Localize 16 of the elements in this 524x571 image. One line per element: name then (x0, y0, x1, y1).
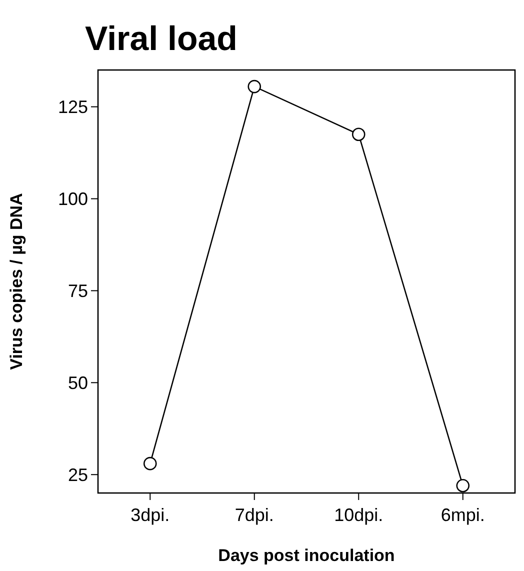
chart-title: Viral load (85, 20, 238, 58)
y-tick-label: 75 (68, 280, 88, 301)
y-axis-title: Virus copies / µg DNA (7, 193, 26, 370)
y-tick-label: 25 (68, 464, 88, 485)
x-tick-label: 10dpi. (334, 505, 384, 525)
x-tick-label: 3dpi. (130, 505, 170, 525)
point (352, 128, 366, 142)
point (143, 456, 157, 470)
x-axis-title: Days post inoculation (218, 546, 395, 565)
y-tick-label: 100 (58, 189, 88, 210)
x-tick-label: 7dpi. (234, 505, 274, 525)
x-tick-label: 6mpi. (440, 505, 485, 525)
point (248, 80, 262, 94)
y-tick-label: 50 (68, 372, 88, 393)
point (456, 478, 470, 492)
y-tick-label: 125 (58, 97, 88, 118)
